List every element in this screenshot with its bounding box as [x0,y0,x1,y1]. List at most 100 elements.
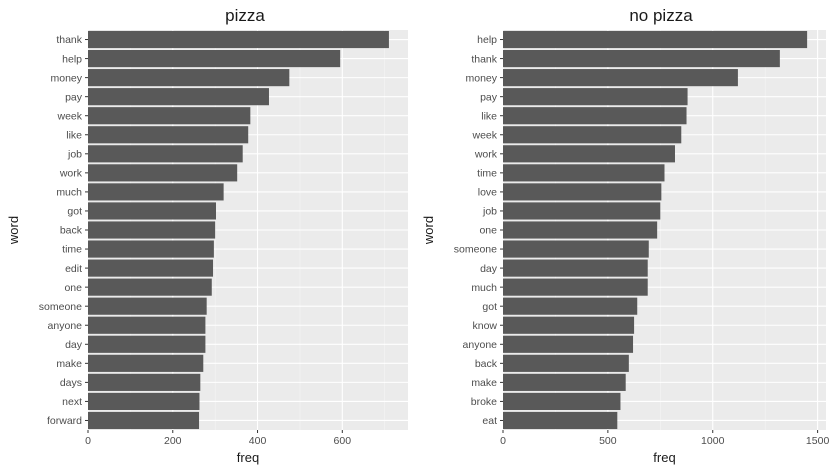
y-tick-label: money [465,72,497,84]
y-tick-label: time [62,244,82,256]
y-tick-label: work [59,168,83,180]
y-tick-label: time [477,168,497,180]
y-tick-label: like [481,110,497,122]
y-tick-label: help [477,34,497,46]
chart-title: pizza [225,6,265,25]
x-tick-label: 200 [164,435,182,447]
x-tick-label: 400 [249,435,267,447]
bar-someone [88,297,207,315]
y-tick-label: anyone [463,339,498,351]
y-axis-title: word [421,216,436,245]
y-tick-label: eat [482,415,497,427]
bar-week [88,107,251,125]
bar-thank [88,30,389,49]
y-tick-label: day [65,339,83,351]
y-tick-label: make [56,358,82,370]
x-tick-label: 0 [500,435,506,447]
y-tick-label: broke [471,396,497,408]
bar-days [88,373,201,391]
y-tick-label: love [478,187,497,199]
bar-job [88,145,243,163]
y-tick-label: work [474,149,498,161]
y-tick-label: pay [65,91,83,103]
y-tick-label: forward [47,415,82,427]
x-axis-title: freq [237,450,259,465]
bar-broke [503,392,621,410]
bar-help [88,50,341,68]
y-tick-label: help [62,53,82,65]
bar-much [88,183,224,201]
x-tick-label: 1500 [806,435,830,447]
y-tick-label: week [471,129,497,141]
y-tick-label: next [62,396,82,408]
bar-like [503,107,687,125]
x-tick-label: 500 [599,435,617,447]
bar-got [88,202,216,220]
bar-work [503,145,675,163]
y-tick-label: make [471,377,497,389]
bar-got [503,297,638,315]
y-tick-label: back [475,358,498,370]
bar-anyone [88,316,206,334]
y-tick-label: back [60,225,83,237]
y-tick-label: edit [65,263,82,275]
x-tick-label: 0 [85,435,91,447]
y-tick-label: job [482,206,497,218]
x-axis-title: freq [653,450,675,465]
y-tick-label: pay [480,91,498,103]
bar-next [88,392,200,410]
bar-thank [503,50,780,68]
bar-help [503,30,808,49]
y-tick-label: got [482,301,497,313]
y-tick-label: thank [56,34,82,46]
y-tick-label: one [64,282,82,294]
y-tick-label: week [56,110,82,122]
bar-day [88,335,206,353]
bar-eat [503,411,618,430]
bar-money [503,69,738,87]
bar-time [503,164,665,182]
y-tick-label: money [50,72,82,84]
x-tick-label: 1000 [701,435,725,447]
y-tick-label: much [471,282,497,294]
y-axis-title: word [6,216,21,245]
bar-anyone [503,335,634,353]
bar-pay [88,88,269,106]
bar-work [88,164,238,182]
y-tick-label: one [479,225,497,237]
y-tick-label: days [60,377,82,389]
bar-job [503,202,661,220]
y-tick-label: anyone [48,320,83,332]
chart-panel-0: thank help money pay week like job work much got b… [6,6,408,465]
bar-make [503,373,626,391]
bar-forward [88,411,200,430]
y-tick-label: thank [471,53,497,65]
y-tick-label: know [472,320,497,332]
y-tick-label: got [67,206,82,218]
bar-one [503,221,658,239]
bar-week [503,126,682,144]
y-tick-label: like [66,129,82,141]
bar-back [503,354,629,372]
y-tick-label: job [67,149,82,161]
bar-much [503,278,648,296]
bar-love [503,183,662,201]
bar-make [88,354,204,372]
bar-pay [503,88,688,106]
chart-title: no pizza [629,6,693,25]
y-tick-label: someone [39,301,82,313]
y-tick-label: day [480,263,498,275]
bar-one [88,278,212,296]
bar-time [88,240,214,258]
bar-know [503,316,635,334]
bar-someone [503,240,649,258]
bar-like [88,126,249,144]
bar-edit [88,259,214,277]
bar-day [503,259,648,277]
bar-back [88,221,216,239]
y-tick-label: much [56,187,82,199]
bar-money [88,69,290,87]
chart-panel-1: help thank money pay like week work time love job… [421,6,829,465]
